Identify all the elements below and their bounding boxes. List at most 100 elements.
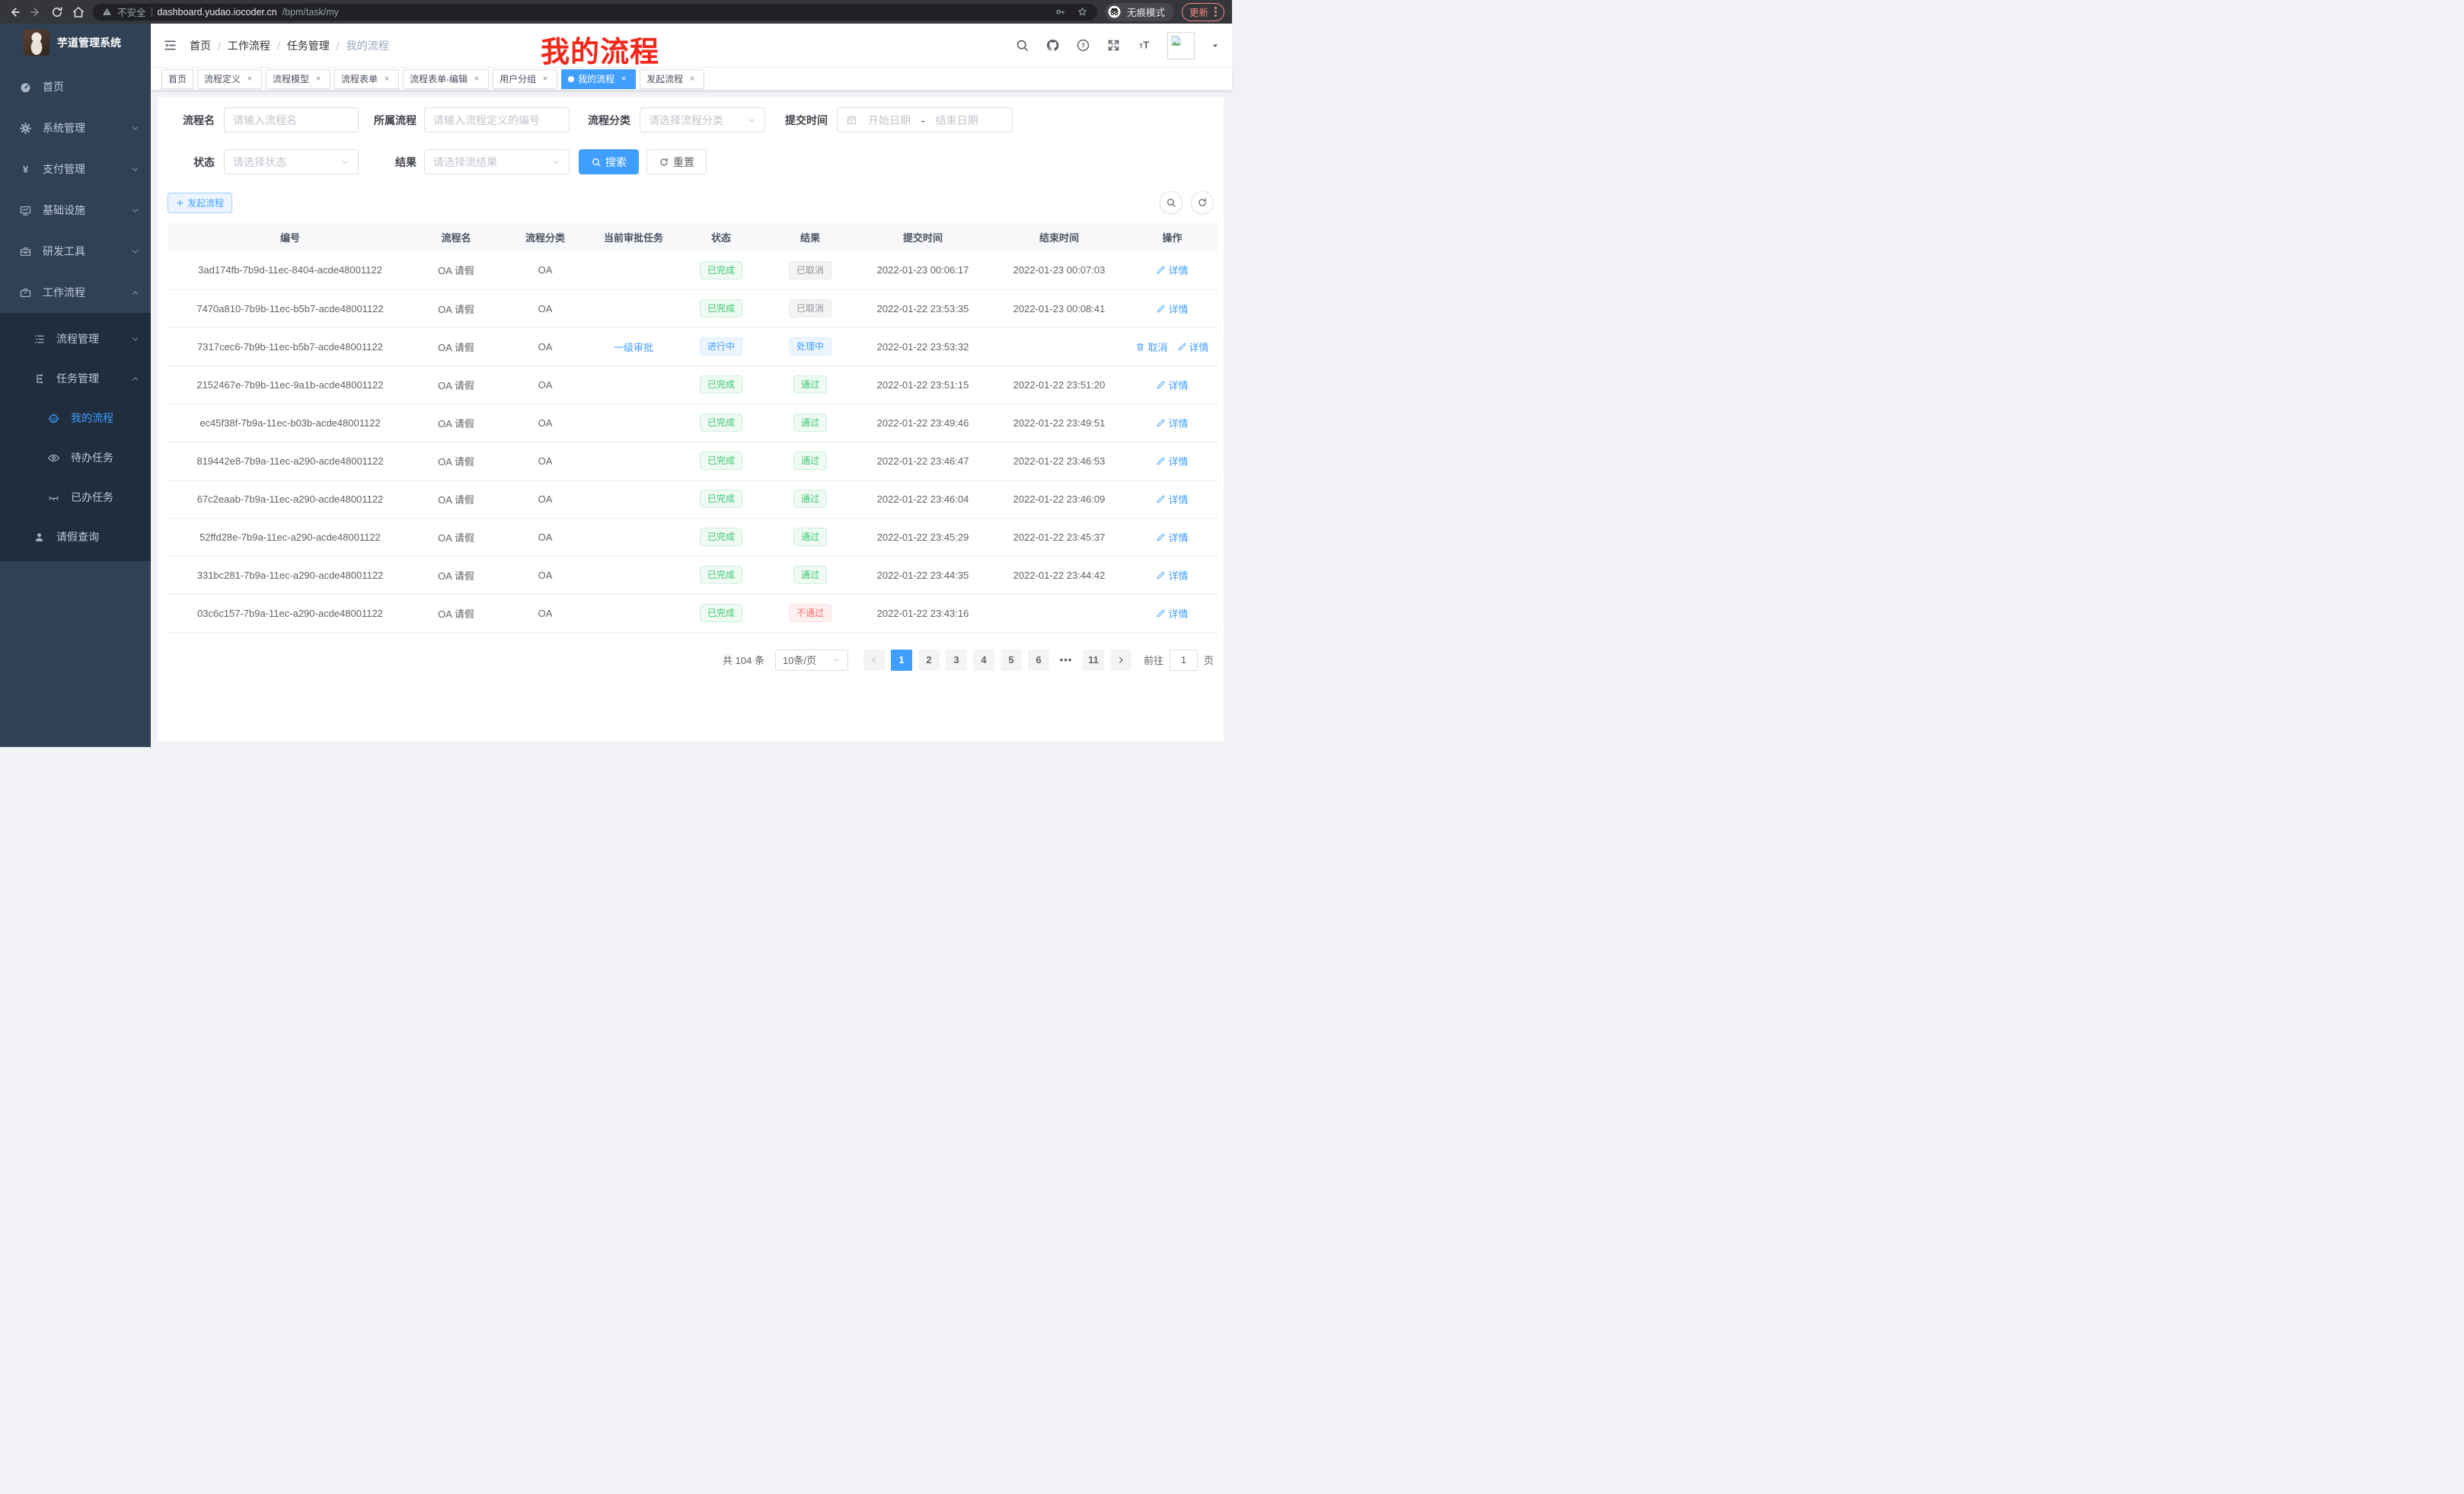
- sidebar-item-首页[interactable]: 首页: [0, 66, 151, 107]
- action-label: 取消: [1147, 341, 1168, 353]
- detail-link[interactable]: 详情: [1156, 263, 1189, 277]
- sidebar-item-系统管理[interactable]: 系统管理: [0, 107, 151, 148]
- reload-icon[interactable]: [50, 5, 64, 19]
- sidebar-item-工作流程[interactable]: 工作流程: [0, 272, 151, 313]
- cell-result: 已取消: [766, 251, 854, 290]
- hamburger-icon[interactable]: [163, 38, 177, 53]
- breadcrumb-item[interactable]: 任务管理: [286, 39, 330, 52]
- tab-流程定义[interactable]: 流程定义 ×: [197, 69, 263, 89]
- close-icon[interactable]: ×: [315, 72, 321, 84]
- active-tab-dot: [568, 75, 575, 82]
- close-icon[interactable]: ×: [689, 72, 695, 84]
- page-button-1[interactable]: 1: [890, 649, 912, 671]
- detail-link[interactable]: 详情: [1156, 378, 1189, 392]
- name-input[interactable]: [233, 113, 349, 126]
- cell-task: 一级审批: [591, 327, 676, 366]
- cell-category: OA: [500, 442, 591, 480]
- sidebar-item-已办任务[interactable]: 已办任务: [0, 477, 151, 517]
- sidebar-item-请假查询[interactable]: 请假查询: [0, 517, 151, 557]
- search-icon[interactable]: [1015, 38, 1029, 53]
- close-icon[interactable]: ×: [247, 72, 253, 84]
- page-size-select[interactable]: 10条/页: [774, 649, 848, 671]
- detail-link[interactable]: 详情: [1156, 568, 1189, 583]
- page-button-6[interactable]: 6: [1027, 649, 1049, 671]
- tab-label: 流程模型: [273, 74, 310, 85]
- tab-我的流程[interactable]: 我的流程 ×: [561, 69, 637, 89]
- chevron-down-icon: [551, 158, 560, 167]
- create-process-button[interactable]: 发起流程: [168, 192, 233, 213]
- address-bar[interactable]: 不安全 dashboard.yudao.iocoder.cn /bpm/task…: [93, 3, 1097, 21]
- page-button-11[interactable]: 11: [1082, 649, 1104, 671]
- detail-link[interactable]: 详情: [1177, 340, 1209, 354]
- browser-menu-icon[interactable]: [1214, 7, 1217, 17]
- bookmark-star-icon[interactable]: [1077, 6, 1088, 18]
- more-pages-icon[interactable]: •••: [1059, 654, 1073, 666]
- annotation-overlay: 我的流程: [541, 37, 660, 69]
- home-icon[interactable]: [72, 5, 85, 19]
- tab-流程表单-编辑[interactable]: 流程表单-编辑 ×: [403, 69, 490, 89]
- avatar-caret-icon[interactable]: [1211, 41, 1220, 50]
- category-select[interactable]: 请选择流程分类: [640, 107, 765, 132]
- sidebar-item-基础设施[interactable]: 基础设施: [0, 190, 151, 231]
- back-icon[interactable]: [8, 5, 21, 19]
- user-avatar[interactable]: [1167, 31, 1195, 59]
- cell-category: OA: [500, 518, 591, 557]
- detail-link[interactable]: 详情: [1156, 530, 1189, 544]
- breadcrumb-item[interactable]: 工作流程: [227, 39, 270, 52]
- sidebar-item-任务管理[interactable]: 任务管理: [0, 359, 151, 398]
- status-select[interactable]: 请选择状态: [224, 149, 359, 174]
- next-page-button[interactable]: [1109, 649, 1131, 671]
- prev-page-button[interactable]: [863, 649, 885, 671]
- tab-首页[interactable]: 首页: [161, 69, 194, 89]
- edit-icon: [1156, 532, 1166, 542]
- close-icon[interactable]: ×: [621, 72, 627, 84]
- close-icon[interactable]: ×: [384, 72, 390, 84]
- update-button[interactable]: 更新: [1181, 2, 1224, 21]
- breadcrumb-separator: /: [218, 39, 221, 52]
- workflow-submenu: 流程管理 任务管理 我的流程 待办任务 已办任务 请假查询: [0, 313, 151, 561]
- fullscreen-icon[interactable]: [1106, 38, 1121, 53]
- sidebar-item-待办任务[interactable]: 待办任务: [0, 438, 151, 477]
- show-search-button[interactable]: [1160, 191, 1183, 214]
- sidebar-item-支付管理[interactable]: ¥ 支付管理: [0, 148, 151, 190]
- close-icon[interactable]: ×: [542, 72, 548, 84]
- tab-用户分组[interactable]: 用户分组 ×: [493, 69, 558, 89]
- refresh-button[interactable]: [1191, 191, 1214, 214]
- page-button-2[interactable]: 2: [918, 649, 940, 671]
- help-icon[interactable]: ?: [1076, 38, 1090, 53]
- cell-actions: 详情: [1127, 594, 1218, 633]
- sidebar-item-流程管理[interactable]: 流程管理: [0, 319, 151, 359]
- tab-流程表单[interactable]: 流程表单 ×: [334, 69, 400, 89]
- sidebar-item-研发工具[interactable]: 研发工具: [0, 231, 151, 272]
- cell-id: 52ffd28e-7b9a-11ec-a290-acde48001122: [168, 518, 413, 557]
- page-button-4[interactable]: 4: [972, 649, 994, 671]
- search-button[interactable]: 搜索: [579, 149, 639, 174]
- start-date-placeholder[interactable]: 开始日期: [868, 113, 911, 126]
- password-key-icon[interactable]: [1055, 6, 1066, 18]
- definition-input[interactable]: [433, 113, 560, 126]
- task-link[interactable]: 一级审批: [613, 341, 653, 353]
- github-icon[interactable]: [1045, 38, 1060, 53]
- forward-icon[interactable]: [29, 5, 43, 19]
- detail-link[interactable]: 详情: [1156, 606, 1189, 621]
- page-button-3[interactable]: 3: [945, 649, 967, 671]
- tab-流程模型[interactable]: 流程模型 ×: [266, 69, 331, 89]
- detail-link[interactable]: 详情: [1156, 492, 1189, 506]
- close-icon[interactable]: ×: [474, 72, 480, 84]
- detail-link[interactable]: 详情: [1156, 302, 1189, 316]
- security-label[interactable]: 不安全: [117, 8, 146, 18]
- page-button-5[interactable]: 5: [1000, 649, 1022, 671]
- cancel-link[interactable]: 取消: [1135, 340, 1168, 354]
- result-select[interactable]: 请选择流结果: [424, 149, 570, 174]
- detail-link[interactable]: 详情: [1156, 454, 1189, 468]
- tab-发起流程[interactable]: 发起流程 ×: [640, 69, 705, 89]
- detail-link[interactable]: 详情: [1156, 416, 1189, 430]
- goto-page-input[interactable]: [1169, 649, 1198, 671]
- end-date-placeholder[interactable]: 结束日期: [935, 113, 978, 126]
- reset-button[interactable]: 重置: [646, 149, 707, 174]
- submit-time-range[interactable]: 开始日期 - 结束日期: [837, 107, 1013, 132]
- update-label[interactable]: 更新: [1189, 8, 1208, 18]
- sidebar-item-我的流程[interactable]: 我的流程: [0, 398, 151, 438]
- breadcrumb-item[interactable]: 首页: [190, 39, 211, 52]
